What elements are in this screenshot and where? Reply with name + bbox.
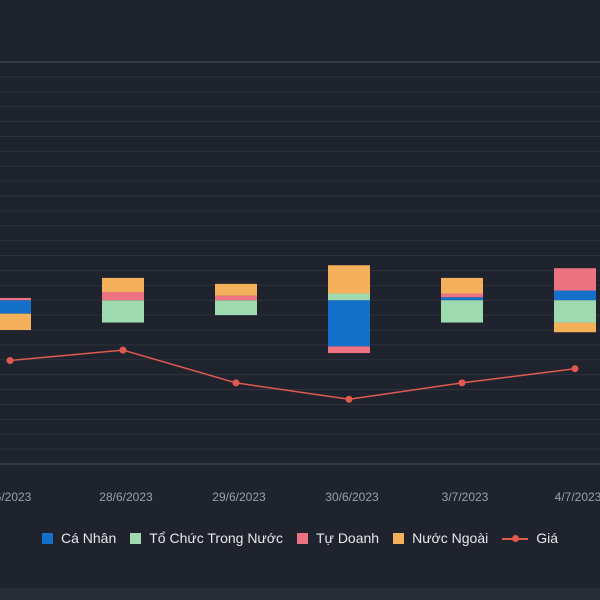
x-tick-label: 3/7/2023 (442, 490, 489, 504)
legend-label-tu-doanh: Tự Doanh (316, 530, 380, 546)
legend: Cá Nhân Tổ Chức Trong Nước Tự Doanh Nước… (0, 526, 600, 550)
legend-label-gia: Giá (536, 530, 559, 546)
bar-segment[interactable] (215, 295, 257, 301)
x-axis-labels: 6/2023 28/6/2023 29/6/2023 30/6/2023 3/7/202… (0, 490, 600, 504)
line-point[interactable] (458, 379, 466, 387)
x-tick-label: 30/6/2023 (325, 490, 379, 504)
bar-segment[interactable] (328, 265, 370, 294)
x-tick-label: 4/7/2023 (555, 490, 600, 504)
line-point[interactable] (119, 346, 127, 354)
legend-item-to-chuc-trong-nuoc[interactable]: Tổ Chức Trong Nước (130, 530, 283, 546)
line-point[interactable] (571, 365, 579, 373)
legend-swatch-nuoc-ngoai (393, 532, 405, 544)
line-point[interactable] (232, 379, 240, 387)
stacked-bars (0, 265, 596, 354)
legend-label-ca-nhan: Cá Nhân (60, 530, 117, 546)
price-line (6, 346, 579, 403)
bar-segment[interactable] (441, 293, 483, 298)
legend-item-gia[interactable]: Giá (502, 530, 558, 546)
bar-segment[interactable] (441, 297, 483, 301)
x-tick-label: 6/2023 (0, 490, 32, 504)
line-series-path (9, 349, 576, 400)
bar-segment[interactable] (328, 300, 370, 347)
legend-item-ca-nhan[interactable]: Cá Nhân (41, 530, 117, 546)
bar-segment[interactable] (0, 297, 31, 301)
bar-segment[interactable] (0, 300, 31, 314)
legend-swatch-to-chuc-trong-nuoc (130, 532, 142, 544)
bar-segment[interactable] (328, 293, 370, 301)
legend-item-nuoc-ngoai[interactable]: Nước Ngoài (393, 530, 488, 546)
x-tick-label: 28/6/2023 (99, 490, 153, 504)
bottom-scroll-strip (0, 588, 600, 600)
bar-segment[interactable] (215, 300, 257, 316)
line-point[interactable] (6, 357, 14, 365)
bar-segment[interactable] (554, 300, 596, 323)
x-tick-label: 29/6/2023 (212, 490, 266, 504)
bar-segment[interactable] (102, 300, 144, 323)
bar-segment[interactable] (102, 292, 144, 301)
legend-swatch-ca-nhan (41, 532, 53, 544)
line-point[interactable] (345, 395, 353, 403)
bar-segment[interactable] (215, 283, 257, 296)
bar-segment[interactable] (102, 277, 144, 293)
gridlines (0, 61, 600, 465)
legend-item-tu-doanh[interactable]: Tự Doanh (297, 530, 379, 546)
bar-segment[interactable] (554, 290, 596, 301)
bar-segment[interactable] (0, 313, 31, 330)
bar-segment[interactable] (554, 268, 596, 291)
bar-segment[interactable] (441, 300, 483, 323)
legend-label-nuoc-ngoai: Nước Ngoài (412, 530, 489, 546)
legend-label-to-chuc-trong-nuoc: Tổ Chức Trong Nước (149, 530, 283, 546)
bar-segment[interactable] (554, 322, 596, 333)
bar-segment[interactable] (441, 277, 483, 294)
legend-swatch-tu-doanh (297, 532, 308, 544)
bar-segment[interactable] (328, 346, 370, 354)
legend-swatch-gia (502, 533, 529, 544)
